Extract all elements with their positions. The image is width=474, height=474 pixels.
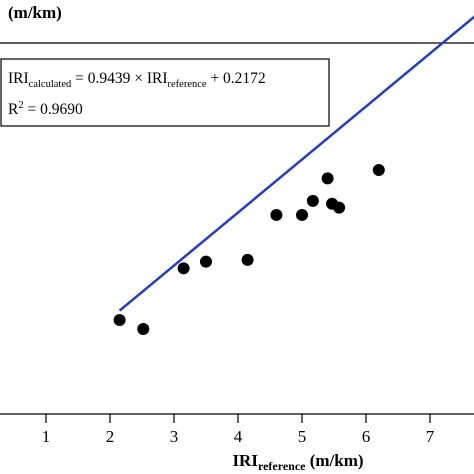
equation-intercept-part: + 0.2172 [207,70,266,87]
x-tick-label: 4 [234,427,243,446]
r2-main: R [8,101,19,118]
r2-sup: 2 [18,100,23,111]
x-axis-title-sub: reference [258,459,306,473]
x-tick-label: 6 [362,427,371,446]
equation-sub-calculated: calculated [29,79,72,90]
x-tick-label: 5 [298,427,307,446]
equation-box-border [0,58,330,127]
equation-slope-part: = 0.9439 × IRI [71,70,167,87]
x-axis-ticks: 1 2 3 4 5 6 7 [42,414,435,446]
data-point [177,262,190,275]
data-point [241,253,254,266]
data-point [321,172,334,185]
equation-text: IRIcalculated = 0.9439 × IRIreference + … [8,70,266,90]
data-points [113,163,385,335]
x-axis-title: IRIreference (m/km) [232,451,363,473]
x-axis-title-main: IRI [232,451,258,470]
data-point [306,194,319,207]
y-axis-unit-label: (m/km) [8,3,62,22]
data-point [137,322,150,335]
r2-value: = 0.9690 [24,101,83,118]
x-axis-title-unit: (m/km) [305,451,363,470]
data-point [372,163,385,176]
x-tick-label: 3 [170,427,179,446]
equation-sub-reference: reference [168,79,207,90]
data-point [200,255,212,268]
regression-line [118,15,474,312]
data-point [113,314,126,326]
data-point [296,208,308,221]
equation-iri-calc: IRI [8,70,29,87]
data-point [333,201,346,214]
x-tick-label: 7 [426,427,435,446]
equation-box: IRIcalculated = 0.9439 × IRIreference + … [0,58,330,127]
data-point [270,208,283,221]
r2-text: R2 = 0.9690 [8,100,83,118]
x-tick-label: 2 [106,427,115,446]
x-tick-label: 1 [42,427,51,446]
